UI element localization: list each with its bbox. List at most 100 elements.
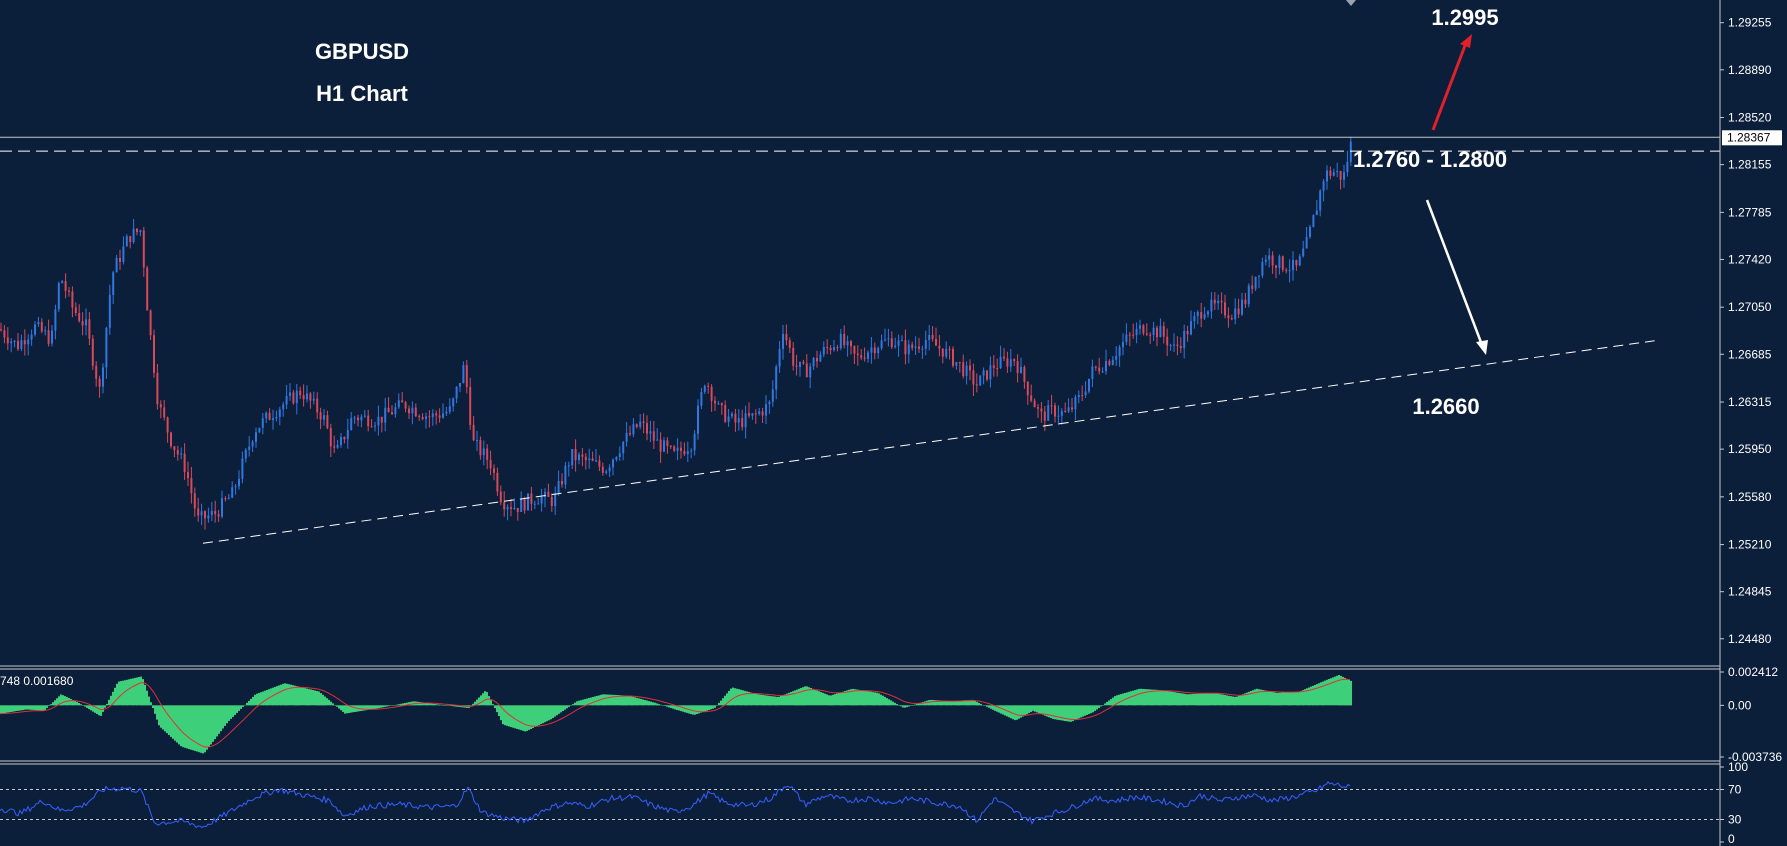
macd-bar (638, 698, 640, 706)
macd-bar (246, 702, 248, 706)
candle (612, 459, 614, 468)
macd-bar (346, 705, 348, 714)
candle (425, 416, 427, 420)
candle (265, 412, 268, 419)
current-price-box (1722, 130, 1782, 146)
macd-bar (546, 705, 548, 722)
candle (1152, 327, 1155, 335)
macd-bar (506, 705, 508, 726)
macd-bar (1206, 693, 1208, 706)
macd-bar (932, 700, 934, 706)
macd-bar (22, 705, 24, 711)
candle (952, 348, 954, 366)
candle (268, 412, 271, 420)
candle (391, 412, 393, 415)
candle (768, 401, 771, 405)
macd-bar (978, 702, 980, 706)
candle (1220, 300, 1223, 303)
candle (571, 449, 574, 466)
macd-bar (1222, 694, 1224, 706)
macd-bar (404, 703, 406, 706)
macd-bar (190, 705, 192, 750)
rsi-tick-label: 30 (1728, 813, 1742, 827)
candle (61, 281, 64, 284)
macd-bar (308, 689, 310, 706)
macd-bar (1218, 693, 1220, 706)
macd-bar (1110, 699, 1112, 706)
macd-bar (710, 705, 712, 710)
candle (408, 408, 410, 414)
candle (703, 385, 706, 392)
macd-bar (1138, 688, 1140, 706)
macd-bar (1074, 705, 1076, 721)
macd-bar (6, 705, 8, 713)
candle (1183, 331, 1186, 349)
macd-bar (1096, 705, 1098, 710)
macd-bar (1230, 696, 1232, 706)
macd-bar (306, 688, 308, 706)
macd-bar (558, 705, 560, 714)
macd-bar (946, 701, 948, 706)
macd-bar (1066, 705, 1068, 722)
macd-bar (610, 694, 612, 706)
macd-bar (892, 701, 894, 706)
macd-bar (848, 689, 850, 706)
candle (693, 433, 696, 451)
candle (520, 498, 523, 512)
macd-bar (930, 699, 932, 706)
macd-bar (1320, 682, 1322, 706)
macd-bar (692, 705, 694, 715)
macd-bar (120, 681, 122, 706)
candle (584, 456, 587, 461)
macd-bar (150, 702, 152, 706)
macd-bar (1152, 689, 1154, 706)
macd-bar (530, 705, 532, 729)
candle (74, 307, 77, 313)
rsi-tick-label: 70 (1728, 783, 1742, 797)
macd-bar (806, 686, 808, 706)
rsi-tick-label: 100 (1728, 760, 1748, 774)
macd-bar (470, 705, 472, 706)
macd-bar (44, 705, 46, 710)
macd-bar (154, 705, 156, 714)
macd-bar (1070, 705, 1072, 722)
candle (537, 503, 540, 505)
macd-bar (334, 705, 336, 706)
macd-bar (138, 677, 140, 706)
candle (1016, 361, 1019, 373)
candle (272, 418, 274, 420)
candle (958, 362, 961, 364)
macd-bar (1164, 690, 1166, 706)
macd-bar (822, 692, 824, 706)
candle (244, 449, 247, 459)
candle (921, 348, 924, 350)
macd-bar (196, 705, 198, 752)
candle (1251, 285, 1254, 289)
candle (1026, 381, 1029, 396)
macd-bar (538, 705, 540, 726)
macd-bar (124, 680, 126, 706)
macd-bar (1346, 678, 1348, 706)
macd-bar (114, 687, 116, 706)
candle (248, 446, 251, 450)
macd-bar (942, 700, 944, 706)
candle (578, 454, 580, 461)
macd-bar (432, 703, 434, 706)
macd-bar (952, 701, 954, 706)
candle (1196, 312, 1199, 316)
macd-bar (8, 705, 10, 713)
macd-bar (1000, 705, 1002, 714)
macd-bar (792, 691, 794, 706)
macd-bar (300, 687, 302, 706)
macd-bar (786, 693, 788, 706)
candle (163, 407, 166, 418)
candle (462, 365, 465, 384)
macd-bar (568, 705, 570, 707)
candle (1319, 190, 1322, 211)
macd-bar (16, 705, 18, 711)
candle (931, 335, 934, 339)
macd-bar (1236, 696, 1238, 706)
candle (204, 511, 206, 519)
